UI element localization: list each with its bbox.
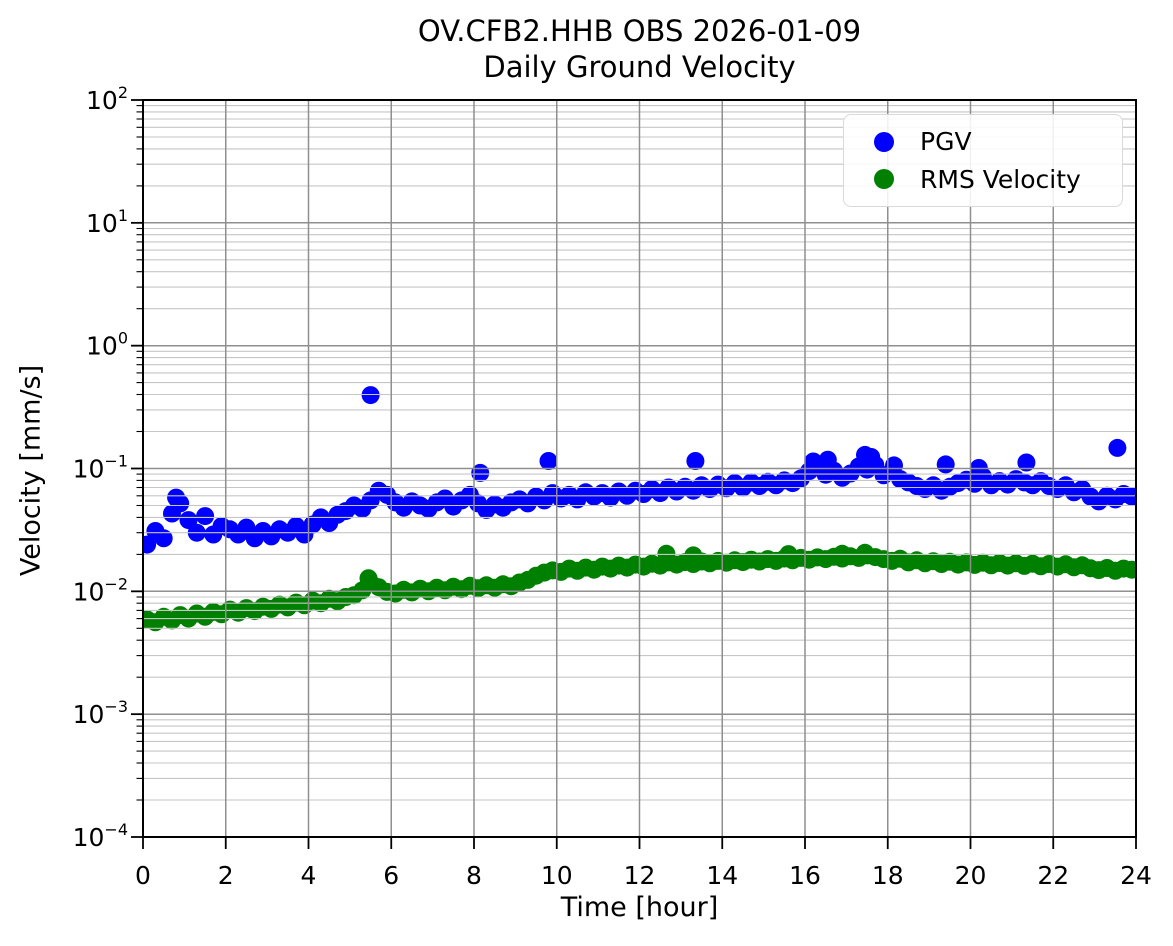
legend-item-pgv: PGV — [844, 127, 1122, 156]
x-tick-label: 20 — [955, 861, 987, 890]
x-tick-label: 16 — [789, 861, 821, 890]
pgv-points — [143, 386, 1136, 554]
y-tick-label: 10−3 — [73, 697, 128, 729]
x-axis-label: Time [hour] — [560, 892, 719, 923]
x-tick-label: 4 — [301, 861, 317, 890]
y-tick-label: 10−4 — [73, 820, 128, 852]
x-tick-label: 24 — [1120, 861, 1152, 890]
x-tick-label: 2 — [218, 861, 234, 890]
axis-ticks: 0 2 4 6 8 10 12 14 16 18 20 22 2410210110010−110−210… — [73, 83, 1152, 890]
x-tick-label: 22 — [1037, 861, 1069, 890]
x-tick-label: 0 — [135, 861, 151, 890]
x-tick-label: 18 — [872, 861, 904, 890]
x-tick-label: 6 — [383, 861, 399, 890]
y-tick-label: 10−1 — [73, 452, 128, 484]
rms-marker-circle-icon — [874, 169, 894, 190]
legend-item-rms: RMS Velocity — [844, 165, 1122, 194]
legend: PGV RMS Velocity — [843, 114, 1123, 207]
x-tick-label: 10 — [541, 861, 573, 890]
x-tick-label: 8 — [466, 861, 482, 890]
x-tick-label: 14 — [706, 861, 738, 890]
chart-title: OV.CFB2.HHB OBS 2026-01-09 Daily Ground … — [143, 13, 1136, 85]
chart-title-line2: Daily Ground Velocity — [483, 50, 796, 84]
pgv-marker-circle-icon — [874, 131, 894, 152]
chart-title-line1: OV.CFB2.HHB OBS 2026-01-09 — [417, 14, 862, 48]
gridlines — [143, 100, 1136, 837]
y-tick-label: 102 — [86, 83, 128, 115]
rms-points — [143, 543, 1136, 632]
y-tick-label: 100 — [86, 329, 128, 361]
y-axis-label: Velocity [mm/s] — [15, 364, 47, 577]
legend-label-rms: RMS Velocity — [920, 164, 1081, 194]
x-tick-label: 12 — [624, 861, 656, 890]
y-tick-label: 10−2 — [73, 574, 128, 606]
legend-label-pgv: PGV — [920, 127, 972, 157]
y-tick-label: 101 — [86, 206, 128, 238]
